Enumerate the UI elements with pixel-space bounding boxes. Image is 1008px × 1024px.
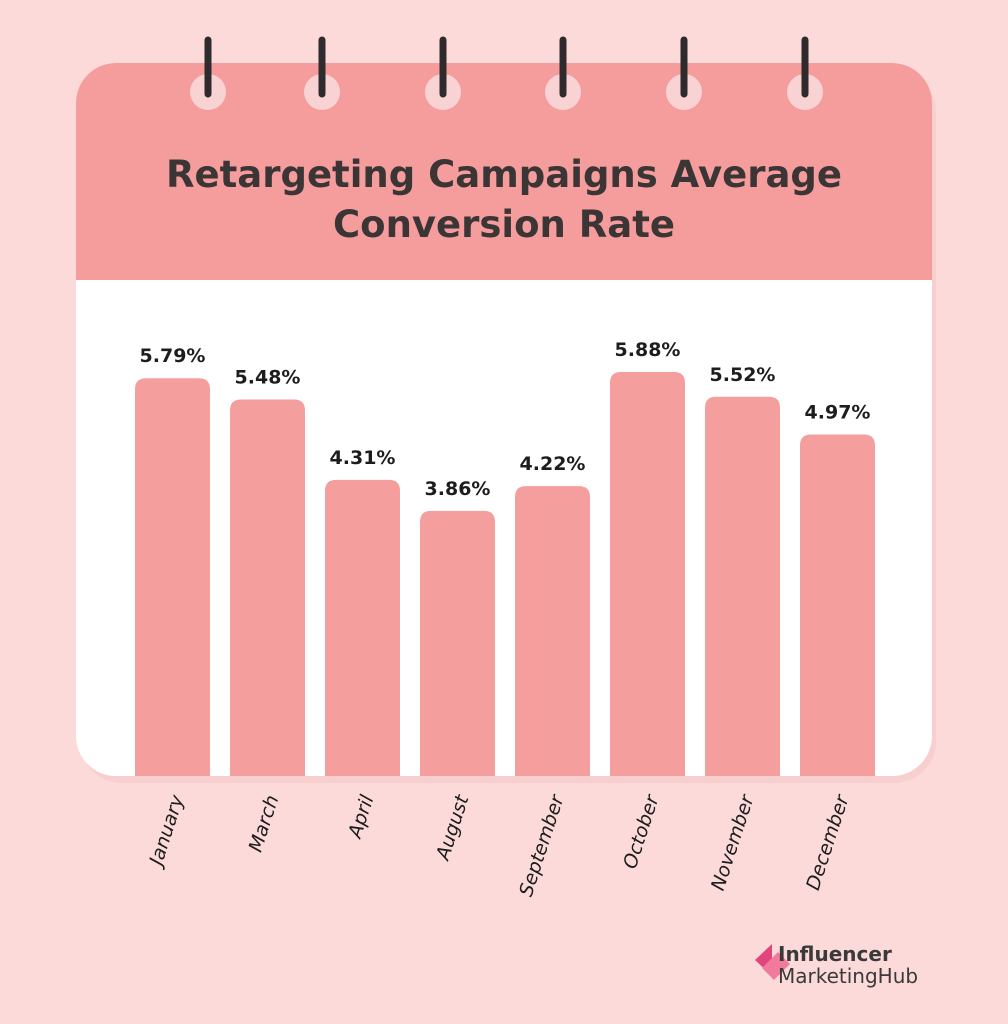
- binder-rings: [190, 36, 823, 110]
- value-label: 4.97%: [805, 402, 871, 424]
- bar: [705, 396, 780, 776]
- plot: 5.79% January 5.48% March 4.31% April 3.86% Aug…: [135, 339, 875, 899]
- bar: [800, 434, 875, 776]
- bar: [420, 510, 495, 776]
- x-tick-label: November: [707, 791, 759, 893]
- x-tick-label: March: [245, 792, 284, 854]
- x-tick-label: April: [344, 792, 379, 843]
- logo-text: MarketingHub: [778, 964, 918, 988]
- x-tick-label: October: [619, 791, 664, 871]
- logo-text: Influencer: [778, 942, 892, 966]
- logo-icon: [762, 952, 790, 980]
- value-label: 5.48%: [235, 367, 301, 389]
- bar: [230, 399, 305, 776]
- chart-title: Retargeting Campaigns Average Conversion…: [165, 153, 842, 246]
- bar: [610, 372, 685, 776]
- value-label: 4.22%: [520, 453, 586, 475]
- value-label: 3.86%: [425, 478, 491, 500]
- x-tick-label: September: [515, 791, 569, 899]
- x-tick-label: December: [802, 791, 854, 893]
- value-label: 5.52%: [710, 364, 776, 386]
- value-label: 5.79%: [140, 345, 206, 367]
- x-tick-label: January: [144, 792, 189, 872]
- card-header: [76, 63, 932, 280]
- bar: [135, 378, 210, 776]
- value-label: 4.31%: [330, 447, 396, 469]
- value-label: 5.88%: [615, 339, 681, 361]
- bar: [515, 486, 590, 776]
- logo: Influencer MarketingHub: [755, 942, 918, 988]
- x-tick-label: August: [431, 791, 474, 864]
- bar: [325, 479, 400, 776]
